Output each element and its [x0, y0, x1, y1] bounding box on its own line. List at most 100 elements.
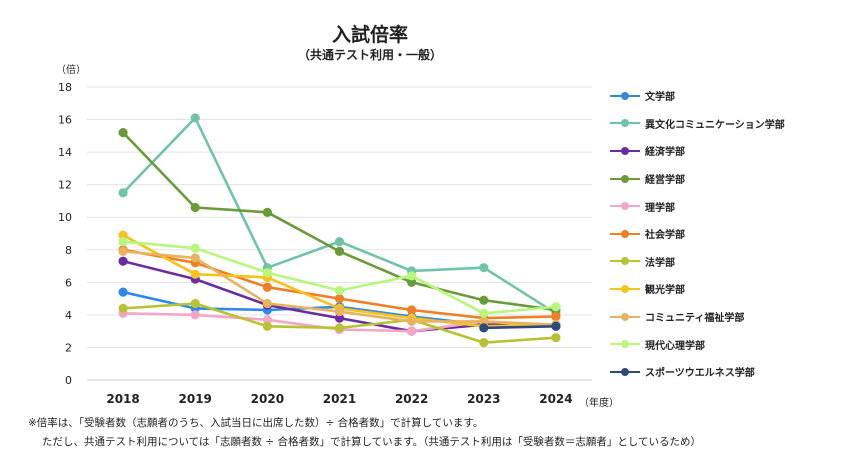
- legend-item: コミュニティ福祉学部: [610, 303, 845, 331]
- data-point: [334, 237, 345, 247]
- data-point: [262, 321, 272, 331]
- data-point: [118, 256, 128, 266]
- legend-label: 異文化コミュニケーション学部: [645, 119, 785, 131]
- legend-item: スポーツウエルネス学部: [610, 358, 845, 386]
- data-point: [334, 294, 345, 304]
- data-point: [262, 207, 272, 217]
- data-point: [262, 282, 272, 292]
- y-tick-label: 4: [65, 309, 72, 322]
- data-point: [190, 310, 200, 320]
- data-point: [479, 337, 489, 348]
- legend-swatch: [610, 202, 640, 211]
- data-point: [479, 323, 489, 333]
- data-point: [190, 253, 200, 263]
- data-point: [479, 308, 489, 318]
- data-point: [190, 298, 200, 309]
- y-tick-label: 18: [58, 81, 72, 94]
- chart-subtitle: （共通テスト利用・一般）: [297, 48, 442, 62]
- series-line: [122, 131, 557, 312]
- data-point: [118, 230, 128, 240]
- legend: 文学部異文化コミュニケーション学部 経済学部経営学部理学部社会学部法学部観光学部コ…: [610, 82, 845, 386]
- data-point: [551, 302, 561, 312]
- legend-swatch: [610, 229, 640, 238]
- data-point: [262, 298, 272, 309]
- legend-swatch: [610, 146, 640, 155]
- legend-item: 現代心理学部: [610, 330, 845, 358]
- legend-label: 理学部: [645, 202, 675, 214]
- footnote-1: ※倍率は、「受験者数（志願者のうち、入試当日に出席した数）÷ 合格者数」で計算し…: [28, 417, 484, 429]
- series-line: [483, 325, 556, 330]
- legend-item: 異文化コミュニケーション学部: [610, 110, 845, 138]
- data-point: [551, 333, 561, 343]
- x-tick-label: 2020: [251, 392, 284, 406]
- legend-label: 現代心理学部: [645, 340, 705, 352]
- legend-swatch: [610, 340, 640, 349]
- x-tick-label: 2021: [323, 392, 356, 406]
- data-point: [479, 295, 489, 305]
- data-point: [407, 316, 417, 326]
- data-point: [118, 127, 128, 138]
- x-axis-unit: （年度）: [579, 398, 619, 409]
- legend-label: 社会学部: [645, 230, 685, 242]
- legend-item: 文学部: [610, 82, 845, 110]
- y-tick-label: 0: [65, 374, 72, 387]
- x-tick-label: 2022: [395, 392, 428, 406]
- y-tick-label: 12: [58, 179, 72, 192]
- legend-item: 法学部: [610, 248, 845, 276]
- legend-label: 経済学部: [645, 147, 685, 159]
- x-tick-label: 2024: [539, 392, 572, 406]
- data-point: [190, 243, 200, 253]
- data-point: [479, 263, 489, 273]
- legend-label: 経営学部: [645, 175, 685, 187]
- data-point: [190, 269, 200, 279]
- x-tick-label: 2023: [467, 392, 500, 406]
- data-point: [190, 202, 200, 213]
- legend-label: 観光学部: [645, 285, 685, 297]
- legend-swatch: [610, 174, 640, 183]
- legend-item: 理学部: [610, 192, 845, 220]
- y-tick-label: 6: [65, 276, 72, 289]
- data-point: [118, 188, 128, 198]
- legend-item: 観光学部: [610, 275, 845, 303]
- data-point: [479, 316, 489, 326]
- legend-swatch: [610, 119, 640, 128]
- data-point: [334, 313, 345, 323]
- x-tick-label: 2018: [106, 392, 139, 406]
- legend-item: 社会学部: [610, 220, 845, 248]
- data-point: [334, 323, 345, 333]
- legend-swatch: [610, 312, 640, 321]
- legend-swatch: [610, 284, 640, 293]
- data-point: [190, 113, 200, 123]
- data-point: [407, 326, 417, 336]
- data-point: [118, 287, 128, 297]
- legend-swatch: [610, 91, 640, 100]
- legend-item: 経済学部: [610, 137, 845, 165]
- data-point: [334, 246, 345, 257]
- y-axis-unit: （倍）: [56, 65, 86, 76]
- chart-title: 入試倍率: [331, 24, 408, 46]
- data-point: [551, 311, 561, 322]
- data-point: [334, 307, 345, 317]
- y-tick-label: 14: [58, 146, 72, 159]
- legend-swatch: [610, 257, 640, 266]
- data-point: [334, 285, 345, 296]
- data-point: [407, 271, 417, 281]
- data-point: [118, 303, 128, 313]
- legend-label: 法学部: [645, 257, 675, 269]
- footnote-2: ただし、共通テスト利用については「志願者数 ÷ 合格者数」で計算しています。（共…: [42, 436, 702, 448]
- legend-label: スポーツウエルネス学部: [645, 368, 755, 380]
- y-tick-label: 8: [65, 244, 72, 257]
- data-point: [262, 315, 272, 325]
- legend-label: 文学部: [645, 92, 675, 104]
- legend-label: コミュニティ福祉学部: [645, 313, 745, 325]
- data-point: [118, 246, 128, 257]
- data-point: [118, 237, 128, 247]
- y-tick-label: 2: [65, 341, 72, 354]
- y-tick-label: 16: [58, 114, 72, 127]
- data-point: [551, 321, 561, 331]
- footnotes: ※倍率は、「受験者数（志願者のうち、入試当日に出席した数）÷ 合格者数」で計算し…: [28, 414, 701, 452]
- data-point: [262, 267, 272, 278]
- x-tick-label: 2019: [179, 392, 212, 406]
